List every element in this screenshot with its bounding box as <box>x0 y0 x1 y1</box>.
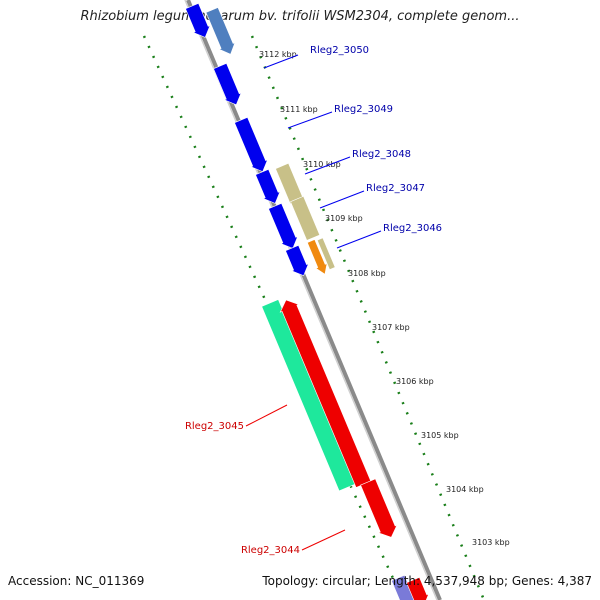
gene-label[interactable]: Rleg2_3047 <box>366 183 425 194</box>
gene-rleg2-3047-shape <box>268 202 299 249</box>
tick-label: 3106 kbp <box>396 377 434 386</box>
feature-khaki-2 <box>290 195 321 241</box>
gene-rleg2-3050-top <box>185 2 211 38</box>
tick-label: 3109 kbp <box>325 214 363 223</box>
tick-label: 3107 kbp <box>372 323 410 332</box>
outer-dotted-track <box>142 35 405 600</box>
leader-line <box>245 404 288 427</box>
gene-bottom-red <box>406 576 430 600</box>
gene-rleg2-3049 <box>234 116 269 173</box>
gene-rleg2-3048 <box>255 168 281 204</box>
leader-line <box>319 190 365 209</box>
leader-line <box>304 156 351 175</box>
gene-rleg2-3046-shape <box>285 244 309 277</box>
topology-text: Topology: circular; <box>262 574 371 588</box>
gene-rleg2-3046 <box>285 244 309 277</box>
gene-rleg2-3048-shape <box>255 168 281 204</box>
gene-rleg2-3050-steel <box>205 7 236 55</box>
gene-rleg2-3044 <box>360 478 398 538</box>
tick-label: 3108 kbp <box>348 269 386 278</box>
tick-label: 3103 kbp <box>472 538 510 547</box>
feature-khaki-3 <box>316 237 336 271</box>
length-text: Length: 4,537,948 bp; <box>374 574 509 588</box>
gene-label[interactable]: Rleg2_3045 <box>185 421 244 432</box>
tick-label: 3105 kbp <box>421 431 459 440</box>
gene-rleg2-3050-top-shape <box>185 2 211 38</box>
leader-line <box>287 111 333 129</box>
genome-stats: Topology: circular; Length: 4,537,948 bp… <box>262 574 592 588</box>
feature-khaki-3-shape <box>316 237 336 271</box>
gene-rleg2-3050 <box>213 62 242 106</box>
feature-khaki-2-shape <box>290 195 321 241</box>
tick-label: 3112 kbp <box>259 50 297 59</box>
features-layer <box>185 2 430 600</box>
gene-rleg2-3049-shape <box>234 116 269 173</box>
labels-layer: Rleg2_3050 Rleg2_3049 Rleg2_3048 Rleg2_3047… <box>185 45 442 556</box>
tick-label: 3104 kbp <box>446 485 484 494</box>
gene-label[interactable]: Rleg2_3049 <box>334 104 393 115</box>
tick-label: 3110 kbp <box>303 160 341 169</box>
feature-khaki-1-shape <box>275 162 304 205</box>
feature-khaki-1 <box>275 162 304 205</box>
leader-line <box>336 230 382 249</box>
gene-rleg2-3050-steel-shape <box>205 7 236 55</box>
gene-label[interactable]: Rleg2_3050 <box>310 45 369 56</box>
feature-orange <box>306 239 328 275</box>
gene-label[interactable]: Rleg2_3046 <box>383 223 442 234</box>
gene-label[interactable]: Rleg2_3044 <box>241 545 300 556</box>
gene-rleg2-3050-shape <box>213 62 242 106</box>
tick-label: 3111 kbp <box>280 105 318 114</box>
gene-label[interactable]: Rleg2_3048 <box>352 149 411 160</box>
gene-bottom-red-shape <box>406 576 430 600</box>
leader-line <box>301 529 346 551</box>
feature-rna-3045-shape <box>261 299 357 492</box>
leader-line <box>263 54 299 69</box>
gene-rleg2-3044-shape <box>360 478 398 538</box>
gene-rleg2-3047 <box>268 202 299 249</box>
accession-label: Accession: NC_011369 <box>8 574 145 588</box>
feature-rna-3045 <box>261 299 357 492</box>
ticks-layer: 3112 kbp 3111 kbp 3110 kbp 3109 kbp 3108 kbp… <box>259 50 510 547</box>
feature-orange-shape <box>306 239 328 275</box>
genes-text: Genes: 4,387 <box>511 574 592 588</box>
